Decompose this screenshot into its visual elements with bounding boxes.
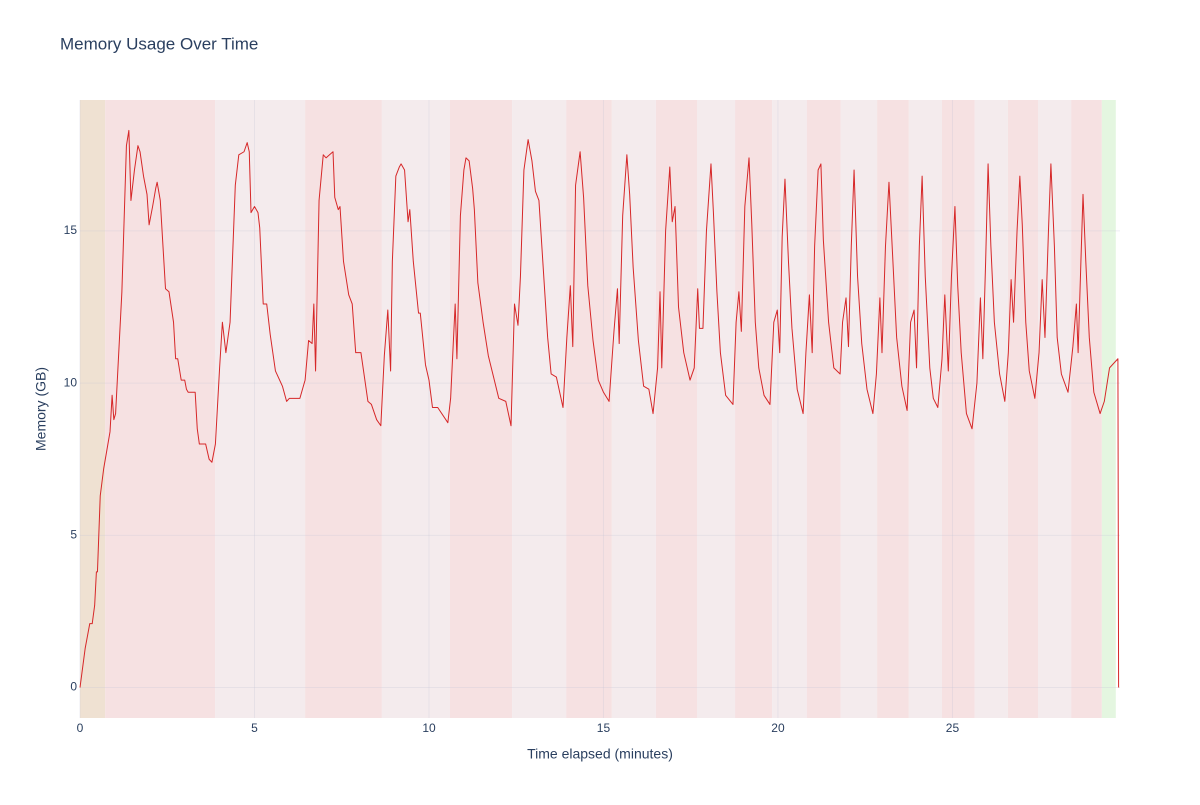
phase-band (840, 100, 878, 718)
phase-band (772, 100, 807, 718)
phase-band (566, 100, 612, 718)
x-tick-label: 10 (422, 721, 436, 735)
phase-band (1101, 100, 1116, 718)
memory-line (79, 129, 1120, 688)
y-axis-label: Memory (GB) (33, 367, 49, 451)
phase-band (697, 100, 736, 718)
phase-band (806, 100, 841, 718)
phase-band (305, 100, 382, 718)
phase-band (80, 100, 106, 718)
x-tick-label: 5 (251, 721, 258, 735)
phase-band (381, 100, 450, 718)
x-axis-label: Time elapsed (minutes) (527, 746, 673, 762)
phase-band (974, 100, 1008, 718)
y-tick-label: 5 (70, 528, 77, 542)
phase-band (449, 100, 513, 718)
phase-band (1071, 100, 1102, 718)
phase-band (877, 100, 909, 718)
phase-band (942, 100, 975, 718)
x-tick-label: 20 (771, 721, 785, 735)
phase-band (908, 100, 943, 718)
y-tick-label: 0 (70, 680, 77, 694)
phase-band (105, 100, 216, 718)
phase-band (735, 100, 773, 718)
y-tick-label: 15 (64, 223, 78, 237)
x-tick-label: 15 (597, 721, 611, 735)
chart-title: Memory Usage Over Time (60, 34, 258, 53)
phase-band (611, 100, 656, 718)
y-tick-label: 10 (64, 375, 78, 389)
x-tick-label: 25 (946, 721, 960, 735)
phase-band (1007, 100, 1038, 718)
x-tick-label: 0 (77, 721, 84, 735)
phase-band (655, 100, 698, 718)
phase-band (215, 100, 306, 718)
phase-band (512, 100, 567, 718)
phase-band (1037, 100, 1072, 718)
